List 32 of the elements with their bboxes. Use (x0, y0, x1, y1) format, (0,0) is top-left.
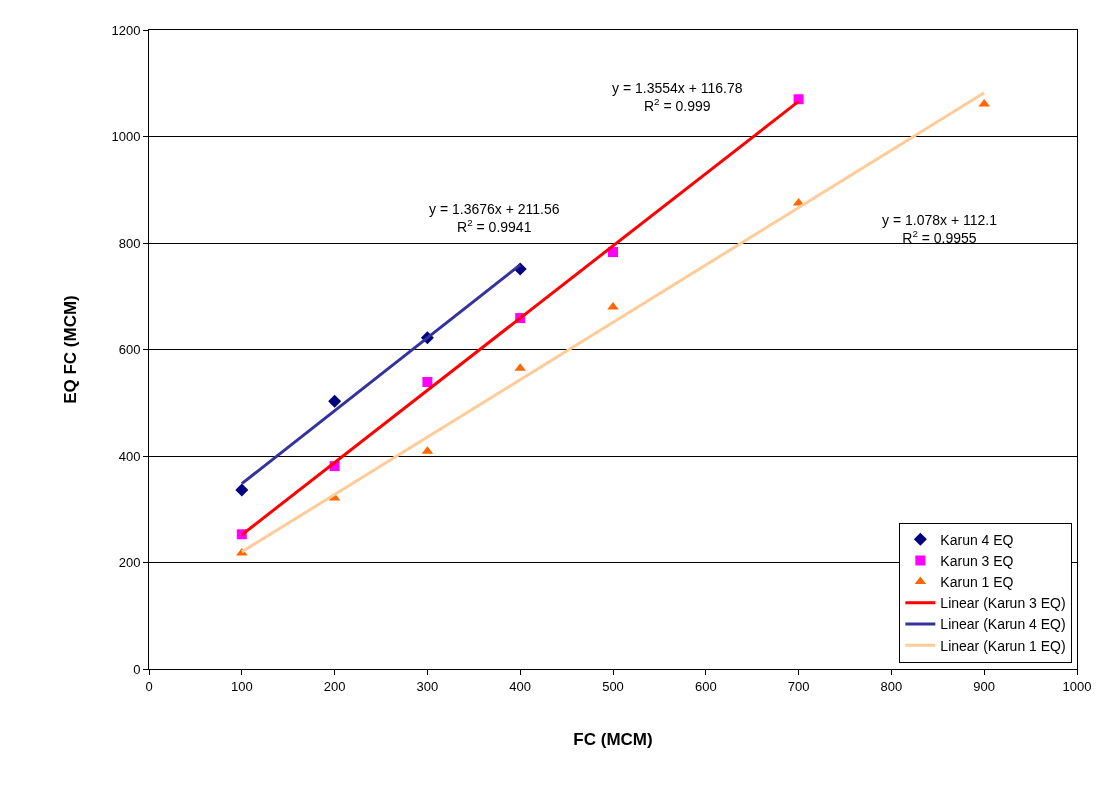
y-tick-label: 1200 (111, 22, 141, 38)
legend-label: Linear (Karun 3 EQ) (940, 595, 1066, 612)
y-tick-label: 1000 (111, 129, 141, 145)
legend-label: Linear (Karun 4 EQ) (940, 616, 1066, 633)
legend-label: Karun 3 EQ (940, 552, 1014, 569)
point (422, 376, 433, 387)
x-tick-label: 200 (323, 678, 346, 694)
x-tick-label: 100 (230, 678, 253, 694)
annotation: y = 1.078x + 112.1 R$^{2}$ = 0.9955 (882, 212, 998, 247)
x-tick-label: 500 (602, 678, 624, 694)
y-tick-label: 600 (118, 342, 141, 358)
point (328, 394, 342, 408)
annotation: y = 1.3676x + 211.56 R$^{2}$ = 0.9941 (429, 201, 560, 236)
x-tick-label: 900 (973, 678, 996, 694)
annotation: y = 1.3554x + 116.78 R$^{2}$ = 0.999 (612, 80, 743, 115)
y-tick-label: 400 (118, 448, 141, 464)
x-tick-label: 300 (416, 678, 439, 694)
x-tick-label: 1000 (1062, 678, 1092, 694)
x-axis-title: FC (MCM) (573, 730, 653, 749)
y-tick-label: 0 (133, 661, 141, 677)
y-tick-label: 200 (118, 555, 141, 571)
y-axis-title: EQ FC (MCM) (61, 295, 81, 404)
x-tick-label: 600 (694, 678, 717, 694)
legend-label: Karun 4 EQ (940, 531, 1014, 548)
point (235, 483, 249, 497)
legend-label: Linear (Karun 1 EQ) (940, 637, 1066, 654)
legend-label: Karun 1 EQ (940, 574, 1014, 591)
x-tick-label: 0 (145, 678, 153, 694)
x-tick-label: 700 (787, 678, 810, 694)
x-tick-label: 800 (880, 678, 903, 694)
y-tick-label: 800 (118, 235, 141, 251)
x-tick-label: 400 (509, 678, 532, 694)
